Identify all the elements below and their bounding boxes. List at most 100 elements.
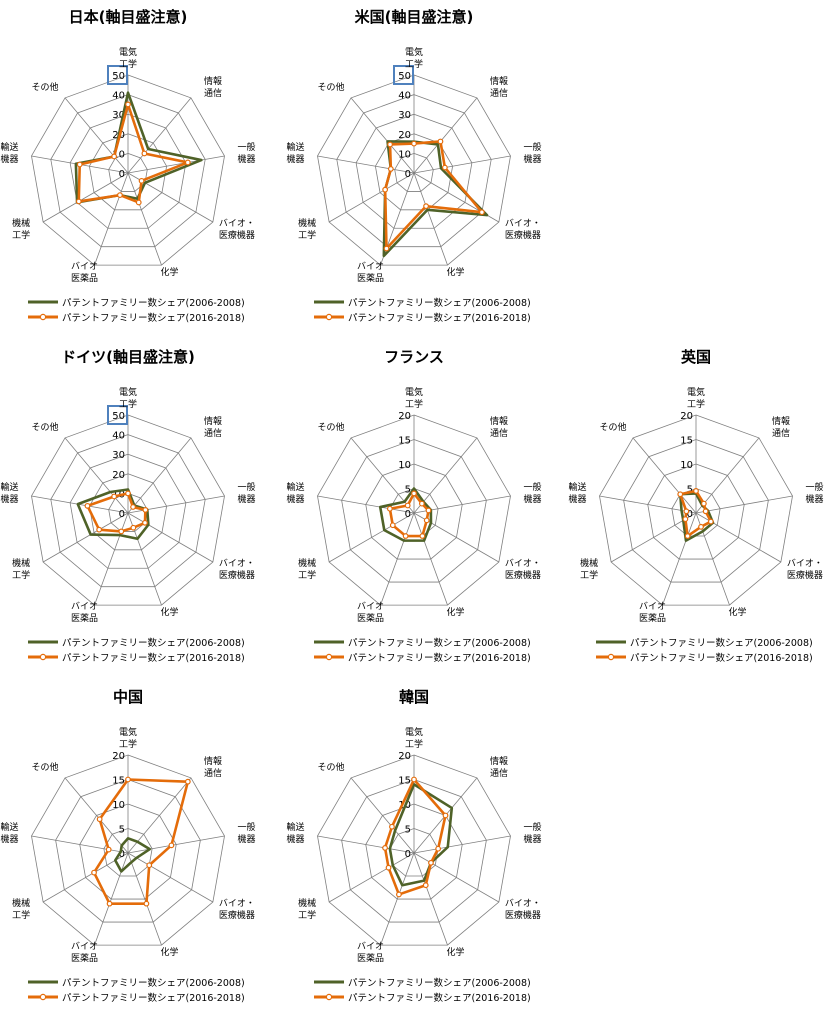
radar-panel-japan: 日本(軸目盛注意) 0 10 20 30 40 50 電気工学 情報通信 一般機器 バイオ・医療機器… — [0, 0, 290, 330]
data-point — [111, 153, 118, 160]
data-point — [143, 900, 150, 907]
category-label: バイオ医薬品 — [357, 261, 384, 284]
category-label: 化学 — [447, 606, 465, 618]
series-line-2 — [388, 492, 430, 538]
grid-ring — [50, 94, 206, 248]
data-point — [700, 500, 707, 507]
category-label: その他 — [317, 761, 344, 773]
legend-marker — [39, 313, 47, 321]
legend-label-2: パテントファミリー数シェア(2016-2018) — [348, 992, 531, 1004]
chart-title: 中国 — [113, 688, 143, 706]
grid-spoke — [350, 437, 415, 514]
data-point — [168, 842, 175, 849]
grid-spoke — [413, 172, 448, 266]
legend-label-1: パテントファミリー数シェア(2006-2008) — [62, 297, 245, 309]
tick-label: 0 — [119, 169, 125, 180]
category-label: 輸送機器 — [286, 141, 304, 165]
grid-spoke — [64, 777, 129, 854]
legend-label-2: パテントファミリー数シェア(2016-2018) — [348, 652, 531, 664]
category-label: その他 — [31, 81, 58, 93]
grid-spoke — [413, 437, 478, 514]
data-point — [383, 245, 390, 252]
data-point — [106, 900, 113, 907]
tick-label: 20 — [112, 470, 125, 481]
grid-ring — [317, 414, 511, 606]
category-label: 一般機器 — [524, 141, 542, 165]
tick-label: 0 — [687, 509, 693, 520]
grid-spoke — [413, 835, 511, 854]
legend-label-2: パテントファミリー数シェア(2016-2018) — [348, 312, 531, 324]
data-point — [387, 166, 394, 172]
category-label: その他 — [317, 81, 344, 93]
category-label: 情報通信 — [204, 415, 222, 439]
data-point — [111, 493, 118, 500]
data-point — [682, 516, 689, 523]
grid-ring — [365, 803, 463, 900]
category-label: 一般機器 — [524, 821, 542, 845]
category-label: 情報通信 — [490, 75, 508, 99]
grid-ring — [389, 828, 439, 877]
grid-spoke — [317, 835, 415, 854]
tick-label: 15 — [680, 436, 693, 447]
tick-label: 10 — [398, 460, 411, 471]
grid-spoke — [632, 437, 697, 514]
grid-spoke — [610, 512, 697, 563]
data-point — [441, 164, 448, 171]
series-line-2 — [92, 778, 190, 905]
data-point — [418, 500, 425, 507]
category-label: 一般機器 — [238, 141, 256, 165]
category-label: 電気工学 — [687, 386, 705, 410]
category-label: バイオ・医療機器 — [505, 898, 541, 921]
data-point — [142, 507, 149, 513]
grid-ring — [647, 463, 745, 560]
chart-title: 米国(軸目盛注意) — [355, 8, 474, 26]
category-label: 電気工学 — [119, 386, 137, 410]
data-point — [130, 504, 136, 510]
data-point — [411, 140, 417, 147]
legend-label-2: パテントファミリー数シェア(2016-2018) — [62, 652, 245, 664]
category-label: 化学 — [447, 946, 465, 958]
data-point — [389, 823, 395, 830]
grid-spoke — [94, 512, 129, 606]
grid-ring — [341, 439, 487, 583]
data-point — [76, 161, 83, 168]
data-point — [684, 533, 691, 539]
grid-spoke — [127, 512, 214, 563]
data-point — [702, 508, 709, 515]
data-point — [387, 141, 393, 148]
tick-label: 30 — [398, 110, 411, 121]
category-label: 電気工学 — [119, 46, 137, 70]
grid-ring — [31, 414, 225, 606]
grid-spoke — [127, 97, 192, 174]
grid-spoke — [127, 437, 192, 514]
data-point — [411, 490, 417, 497]
category-label: バイオ・医療機器 — [505, 558, 541, 581]
legend-marker — [39, 993, 47, 1001]
category-label: 機械工学 — [12, 897, 30, 921]
category-label: 機械工学 — [298, 217, 316, 241]
category-label: 機械工学 — [12, 557, 30, 581]
tick-label: 10 — [398, 149, 411, 160]
grid-spoke — [64, 97, 129, 174]
category-label: バイオ・医療機器 — [219, 898, 255, 921]
category-label: 機械工学 — [298, 897, 316, 921]
legend-label-2: パテントファミリー数シェア(2016-2018) — [62, 992, 245, 1004]
grid-spoke — [31, 835, 129, 854]
grid-spoke — [317, 155, 415, 174]
grid-spoke — [127, 155, 225, 174]
data-point — [138, 177, 145, 184]
tick-label: 10 — [112, 149, 125, 160]
data-point — [96, 526, 103, 533]
data-point — [389, 522, 396, 529]
data-point — [84, 502, 91, 509]
legend-label-2: パテントファミリー数シェア(2016-2018) — [630, 652, 813, 664]
category-label: 輸送機器 — [0, 481, 18, 505]
tick-label: 50 — [112, 71, 125, 82]
series-line-2 — [86, 492, 147, 533]
data-point — [382, 844, 388, 851]
legend-marker — [39, 653, 47, 661]
data-point — [404, 502, 411, 509]
category-label: バイオ医薬品 — [357, 941, 384, 964]
